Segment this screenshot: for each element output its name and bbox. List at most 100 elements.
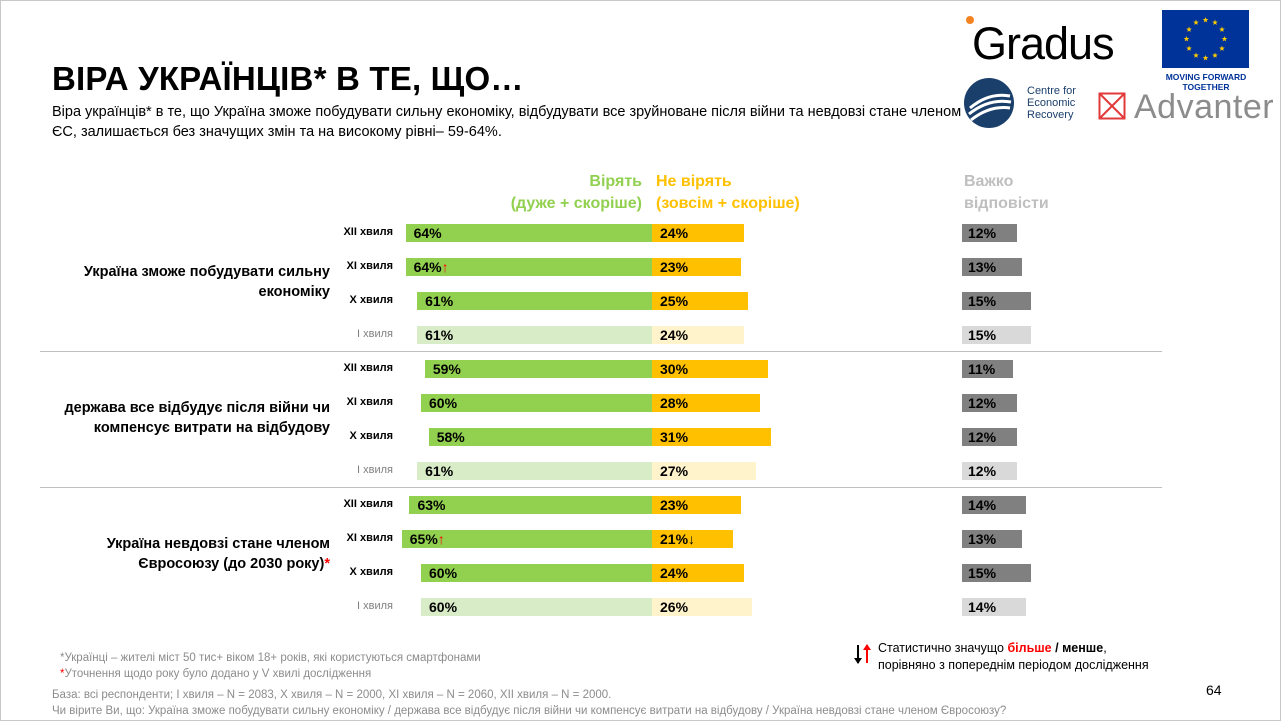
eu-flag-icon [1162,10,1249,68]
bar-hard-to-say [962,258,1022,276]
group-divider [40,351,1162,352]
bar-not-believe [652,326,745,344]
eu-star-icon [1219,26,1225,32]
bar-believe [421,598,652,616]
bar-believe [428,428,652,446]
cer-line-2: Economic [1027,97,1076,109]
bar-not-believe [652,530,733,548]
header-not-believe-line1: Не вірять [656,173,732,190]
value-hard-to-say: 15% [968,293,997,309]
value-believe: 64%↑ [413,259,449,275]
wave-label: XI хвиля [346,260,394,272]
arrow-down-icon: ↓ [688,531,696,547]
value-believe: 58% [436,429,465,445]
wave-label: XI хвиля [346,532,394,544]
value-hard-to-say: 12% [968,225,997,241]
advanter-logo: Advanter [1134,88,1275,126]
cer-logo-icon [964,78,1014,128]
legend-arrows-icon [852,642,874,671]
bar-hard-to-say [962,462,1018,480]
value-believe: 59% [432,361,461,377]
legend-prefix: Статистично значущо [878,641,1008,655]
value-believe: 63% [417,497,446,513]
value-not-believe: 24% [660,565,689,581]
footnote-year-text: Уточнення щодо року було додано у V хвил… [64,668,372,680]
arrow-up-icon: ↑ [441,259,449,275]
group-label-1: Україна зможе побудувати сильну економік… [40,262,330,302]
footnote-base: База: всі респонденти; I хвиля – N = 208… [52,689,612,701]
footnote-respondents: *Українці – жителі міст 50 тис+ віком 18… [60,652,481,664]
value-not-believe: 21%↓ [660,531,696,547]
eu-caption: MOVING FORWARD TOGETHER [1165,72,1247,92]
bar-hard-to-say [962,360,1013,378]
header-believe: Вірять (дуже + скоріше) [511,171,642,215]
cer-line-1: Centre for [1027,85,1076,97]
value-believe: 61% [425,327,454,343]
bar-hard-to-say [962,496,1027,514]
value-not-believe: 23% [660,497,689,513]
page-number: 64 [1206,682,1222,698]
value-hard-to-say: 13% [968,259,997,275]
bar-hard-to-say [962,394,1018,412]
wave-label: X хвиля [349,294,393,306]
legend-line-2: порівняно з попереднім періодом дослідже… [878,658,1149,672]
bar-not-believe [652,598,753,616]
bar-believe [405,258,652,276]
value-not-believe: 30% [660,361,689,377]
bar-hard-to-say [962,530,1022,548]
group-divider [40,487,1162,488]
value-not-believe: 23% [660,259,689,275]
bar-not-believe [652,564,745,582]
eu-star-icon [1202,55,1209,61]
legend-line-1: Статистично значущо більше / менше, [878,640,1149,657]
value-not-believe: 31% [660,429,689,445]
header-hard-to-say: Важко відповісти [964,171,1049,215]
bar-not-believe [652,462,756,480]
bar-hard-to-say [962,428,1018,446]
wave-label: I хвиля [357,328,393,340]
bar-not-believe [652,258,741,276]
bar-not-believe [652,496,741,514]
eu-star-icon [1219,45,1225,51]
bar-believe [405,224,652,242]
header-not-believe-line2: (зовсім + скоріше) [656,195,800,212]
bar-believe [417,292,652,310]
value-not-believe: 27% [660,463,689,479]
value-not-believe: 24% [660,225,689,241]
bar-not-believe [652,360,768,378]
header-hard-line2: відповісти [964,195,1049,212]
value-believe: 61% [425,463,454,479]
value-hard-to-say: 15% [968,565,997,581]
bar-believe [417,462,652,480]
value-hard-to-say: 15% [968,327,997,343]
gradus-logo: Gradus [972,18,1115,69]
bar-believe [409,496,652,514]
legend-less: менше [1062,641,1104,655]
eu-stars-icon [1183,17,1228,61]
advanter-logo-icon [1098,92,1126,120]
value-hard-to-say: 14% [968,599,997,615]
bar-believe [417,326,652,344]
wave-label: X хвиля [349,430,393,442]
wave-label: I хвиля [357,600,393,612]
group-label-asterisk: * [324,556,330,572]
group-label-2: держава все відбудує після війни чи комп… [40,398,330,438]
eu-star-icon [1186,45,1192,51]
bar-believe [421,564,652,582]
bar-hard-to-say [962,598,1027,616]
value-believe: 65%↑ [409,531,445,547]
eu-star-icon [1212,52,1218,58]
header-believe-line1: Вірять [589,173,642,190]
legend-more: більше [1007,641,1052,655]
bar-not-believe [652,428,772,446]
arrow-up-icon: ↑ [437,531,445,547]
legend-suffix: , [1103,641,1107,655]
footnote-year-star: * [60,668,65,680]
eu-star-icon [1183,36,1190,42]
bar-hard-to-say [962,224,1018,242]
group-label-text: Україна невдовзі стане членом Євросоюзу … [106,536,330,572]
bar-not-believe [652,292,749,310]
value-hard-to-say: 12% [968,429,997,445]
cer-line-3: Recovery [1027,109,1074,121]
